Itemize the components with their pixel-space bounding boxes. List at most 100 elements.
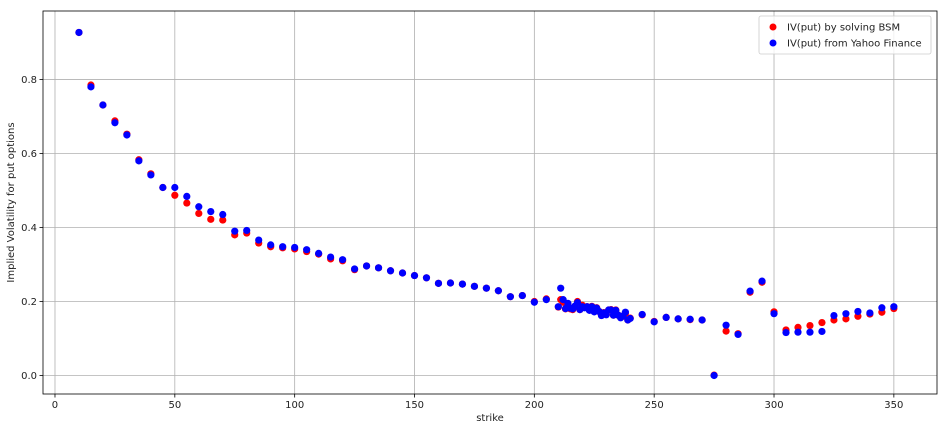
yahoo-point (878, 304, 886, 312)
yahoo-point (758, 277, 766, 285)
yahoo-point (506, 293, 514, 301)
legend-label-yahoo: IV(put) from Yahoo Finance (787, 39, 922, 50)
yahoo-point (99, 101, 107, 109)
y-tick-label: 0.6 (21, 149, 37, 160)
yahoo-point (794, 328, 802, 336)
y-tick-label: 0.4 (21, 223, 37, 234)
y-tick-label: 0.2 (21, 297, 37, 308)
yahoo-point (573, 298, 582, 307)
yahoo-point (494, 287, 502, 295)
y-tick-label: 0.0 (21, 371, 37, 382)
bsm-point (842, 315, 850, 323)
legend: IV(put) by solving BSM IV(put) from Yaho… (758, 15, 932, 55)
yahoo-point (147, 171, 155, 179)
bsm-point (806, 321, 814, 330)
yahoo-point (806, 328, 814, 336)
yahoo-point (374, 264, 383, 272)
y-axis-label: Implied Volatility for put options (6, 122, 17, 282)
yahoo-point (386, 267, 395, 275)
yahoo-point (626, 314, 634, 323)
yahoo-point (75, 28, 83, 37)
yahoo-point (243, 226, 251, 235)
legend-marker-bsm (769, 23, 777, 31)
yahoo-point (842, 310, 850, 318)
yahoo-point (171, 183, 179, 192)
yahoo-point (662, 313, 670, 321)
yahoo-point (410, 271, 419, 280)
yahoo-point (159, 183, 167, 192)
yahoo-point (219, 210, 227, 219)
yahoo-point (315, 249, 323, 257)
yahoo-point (890, 303, 898, 311)
yahoo-point (279, 243, 287, 251)
x-tick-label: 50 (168, 400, 181, 411)
yahoo-point (267, 241, 275, 249)
yahoo-point (698, 316, 706, 324)
grid (43, 11, 937, 394)
yahoo-point (255, 236, 263, 244)
x-axis-label: strike (476, 413, 504, 424)
yahoo-point (518, 291, 526, 300)
yahoo-point (470, 282, 479, 290)
yahoo-point (866, 309, 874, 317)
bsm-point (818, 318, 826, 327)
yahoo-point (338, 256, 347, 264)
yahoo-point (123, 131, 131, 139)
bsm-point (722, 327, 730, 335)
legend-label-bsm: IV(put) by solving BSM (787, 23, 900, 34)
yahoo-point (350, 265, 359, 273)
axis-ticks: 0 50 100 150 200 250 300 350 0.0 0.2 0.4 0.6 0.8 (21, 75, 903, 411)
yahoo-point (362, 262, 371, 270)
plot-area-frame (42, 10, 938, 395)
yahoo-point (554, 303, 562, 311)
yahoo-point (135, 157, 143, 165)
x-tick-label: 200 (525, 400, 544, 411)
x-tick-label: 150 (405, 400, 424, 411)
legend-box (758, 15, 932, 55)
yahoo-point (195, 203, 203, 211)
yahoo-point (638, 310, 646, 319)
yahoo-point (482, 284, 491, 292)
yahoo-point (111, 119, 119, 127)
bsm-point (219, 216, 227, 224)
x-tick-label: 300 (764, 400, 783, 411)
yahoo-point (557, 284, 565, 292)
yahoo-point (291, 243, 299, 252)
yahoo-point (854, 307, 862, 316)
x-tick-label: 250 (645, 400, 664, 411)
yahoo-point (183, 192, 191, 200)
yahoo-point (710, 371, 718, 380)
bsm-point (171, 191, 179, 199)
yahoo-point (621, 308, 630, 316)
yahoo-point (770, 310, 778, 318)
yahoo-point (542, 296, 550, 304)
yahoo-point (818, 327, 826, 336)
yahoo-point (530, 298, 538, 306)
yahoo-point (650, 318, 658, 326)
x-tick-label: 350 (884, 400, 903, 411)
yahoo-point (231, 227, 239, 235)
yahoo-point (422, 274, 431, 282)
bsm-point (207, 215, 215, 223)
bsm-point (183, 199, 191, 207)
yahoo-point (434, 279, 443, 287)
legend-marker-yahoo (769, 39, 777, 47)
x-tick-label: 100 (285, 400, 304, 411)
yahoo-point (746, 287, 754, 295)
yahoo-point (458, 280, 467, 288)
x-tick-label: 0 (52, 400, 58, 411)
yahoo-point (686, 315, 694, 323)
yahoo-point (327, 253, 335, 261)
yahoo-point (303, 246, 311, 254)
yahoo-point (830, 311, 838, 320)
yahoo-point (207, 207, 215, 216)
y-tick-label: 0.8 (21, 75, 37, 86)
yahoo-point (674, 315, 682, 323)
yahoo-point (722, 321, 730, 329)
yahoo-point (734, 330, 742, 339)
yahoo-point (398, 269, 407, 277)
data-points (75, 28, 898, 380)
bsm-point (195, 209, 203, 218)
yahoo-point (87, 83, 95, 91)
